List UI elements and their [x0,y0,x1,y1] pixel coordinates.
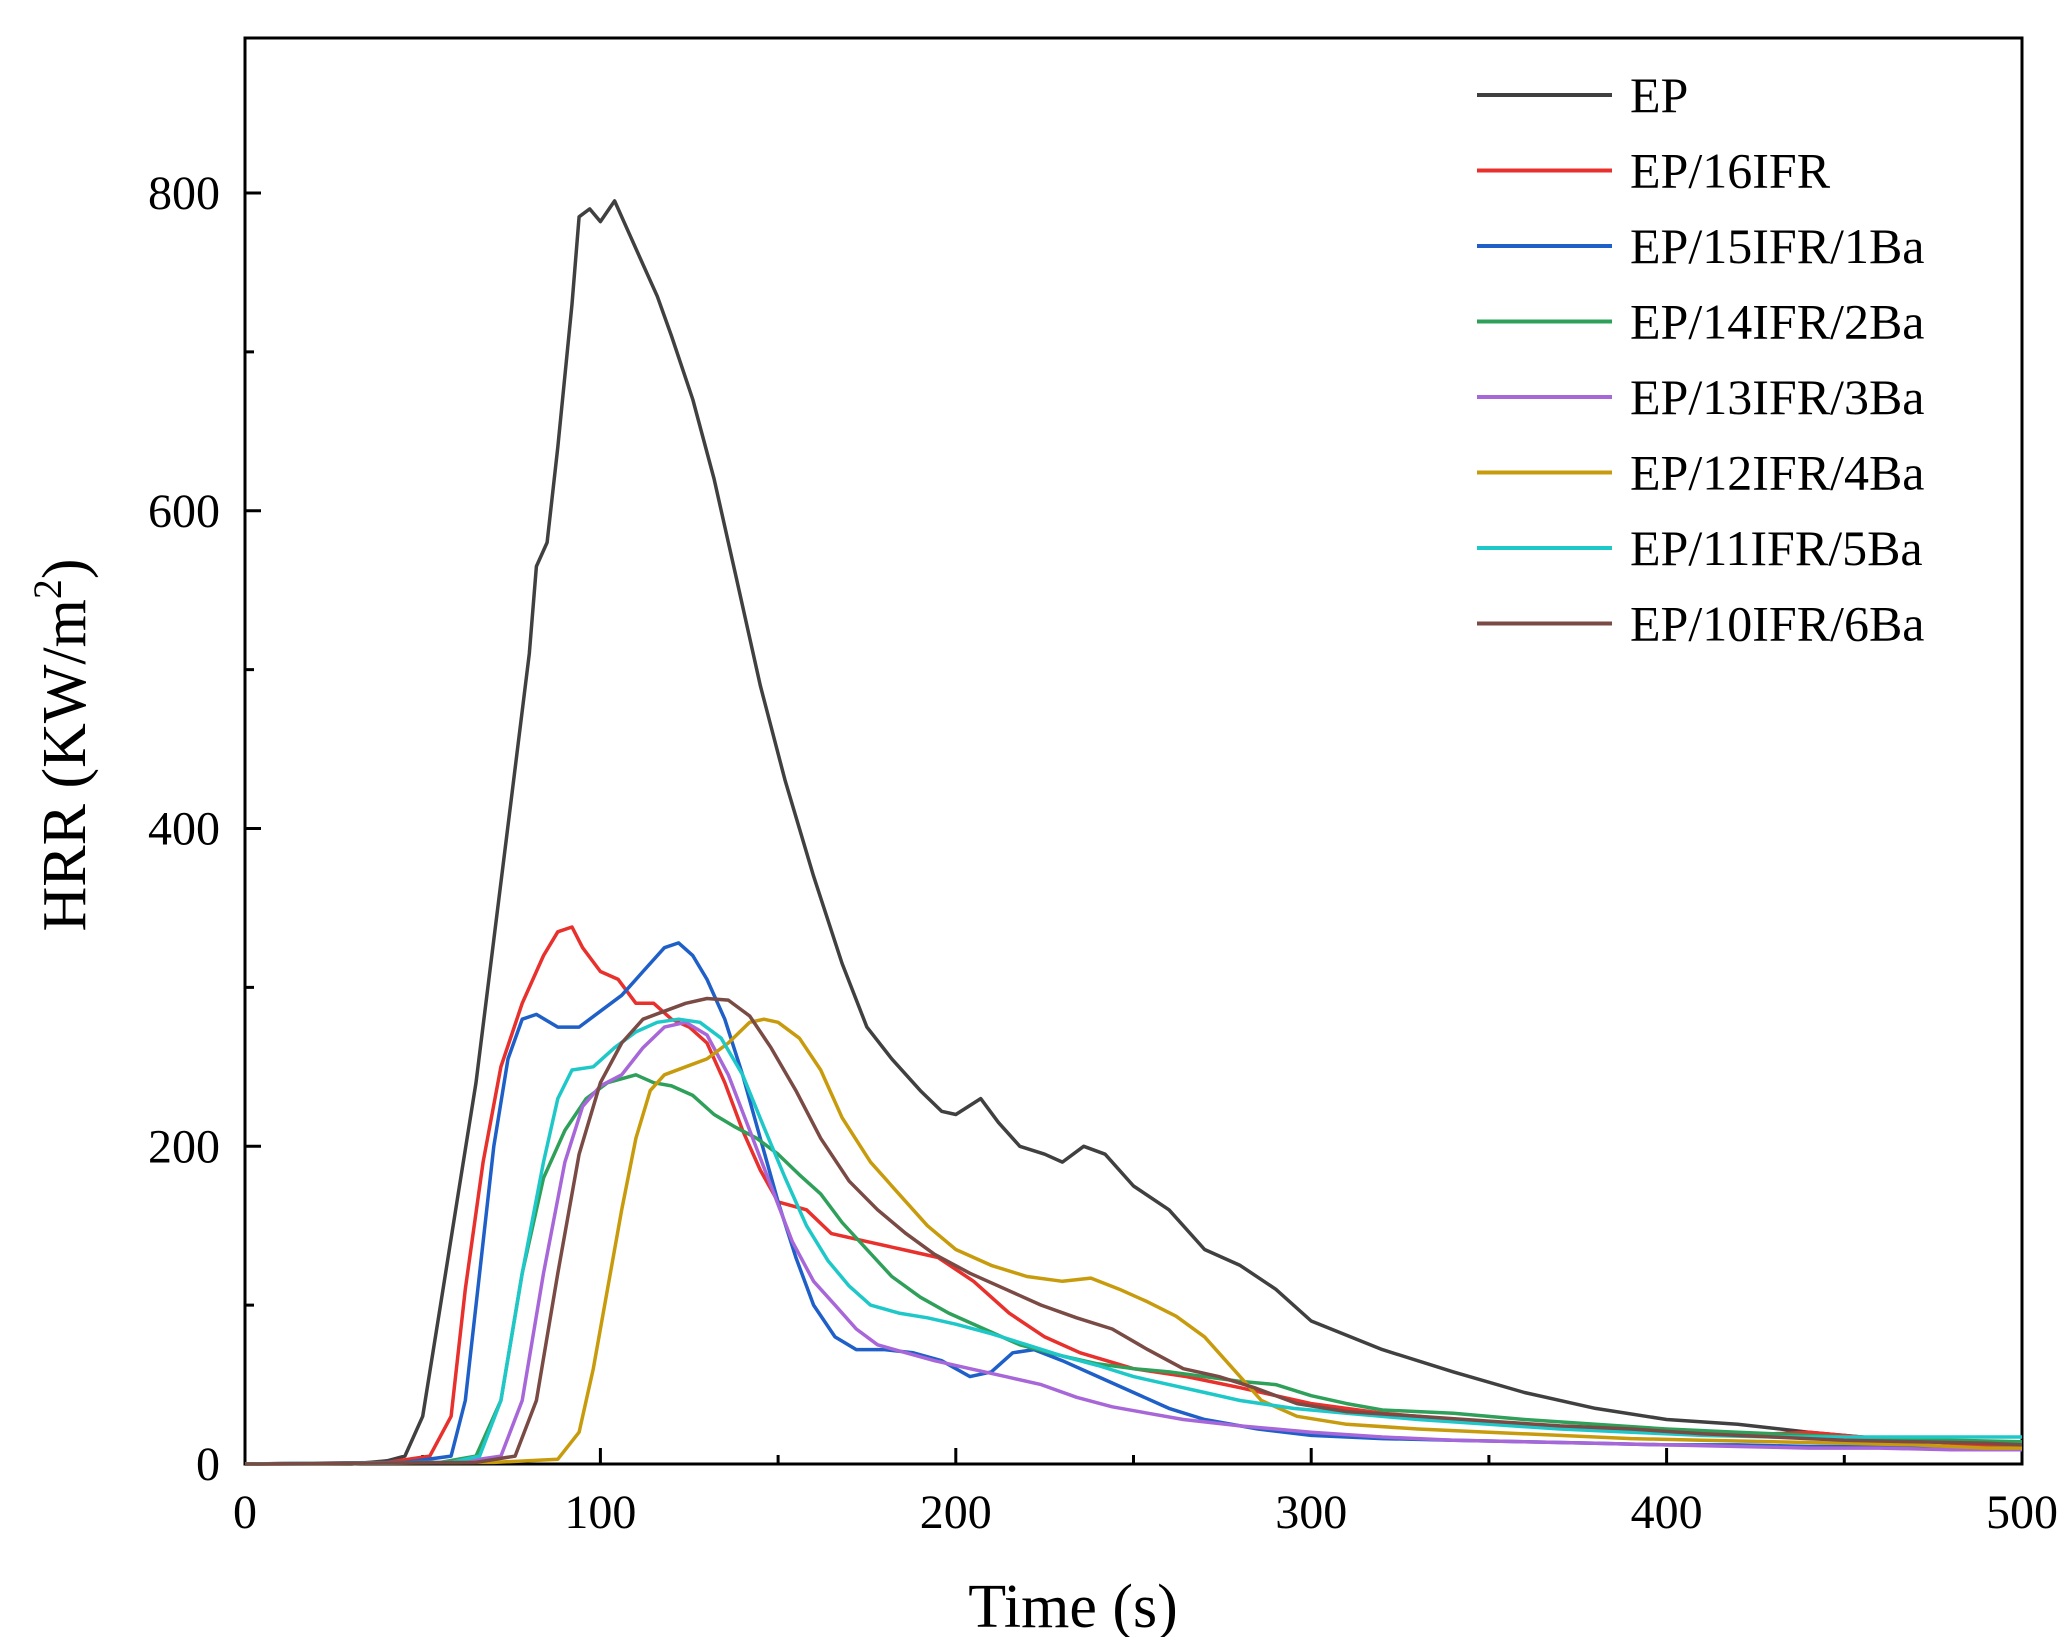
y-tick-label: 600 [148,485,220,538]
legend-label: EP/11IFR/5Ba [1630,520,1923,576]
x-tick-label: 200 [920,1486,992,1539]
y-tick-label: 0 [196,1438,220,1491]
series-line-ep-10ifr-6ba [244,996,2023,1466]
y-axis-title-main: HRR (KW/m [31,599,99,931]
x-tick-label: 400 [1631,1486,1703,1539]
series-line-ep-14ifr-2ba [244,1073,2023,1466]
y-tick-label: 800 [148,167,220,220]
y-axis-ticks: 0 200 400 600 800 [148,167,261,1491]
series-line-ep-16ifr [244,925,2023,1466]
y-axis-title-close: ) [31,558,99,579]
legend-label: EP/10IFR/6Ba [1630,596,1924,652]
legend-label: EP/13IFR/3Ba [1630,369,1924,425]
series-lines [244,199,2023,1466]
x-tick-label: 0 [233,1486,257,1539]
legend-label: EP/14IFR/2Ba [1630,294,1924,350]
x-axis-ticks: 0 100 200 300 400 500 [233,1448,2058,1539]
legend-label: EP/12IFR/4Ba [1630,445,1924,501]
series-line-ep-15ifr-1ba [244,941,2022,1466]
x-tick-label: 100 [564,1486,636,1539]
x-tick-label: 300 [1275,1486,1347,1539]
y-axis-title: HRR (KW/m2) [25,558,99,931]
legend-label: EP/15IFR/1Ba [1630,218,1924,274]
legend-label: EP/16IFR [1630,143,1831,199]
x-axis-title: Time (s) [968,1573,1178,1637]
series-line-ep-11ifr-5ba [244,1017,2022,1466]
legend: EP EP/16IFR EP/15IFR/1Ba EP/14IFR/2Ba EP/13I… [1477,67,1924,652]
y-axis-title-sup: 2 [25,579,70,599]
x-tick-label: 500 [1986,1486,2058,1539]
series-line-ep-13ifr-3ba [244,1020,2022,1466]
y-tick-label: 400 [148,803,220,856]
series-line-ep-12ifr-4ba [244,1017,2022,1466]
legend-label: EP [1630,67,1688,123]
series-line-ep [245,199,2023,1466]
y-tick-label: 200 [148,1120,220,1173]
